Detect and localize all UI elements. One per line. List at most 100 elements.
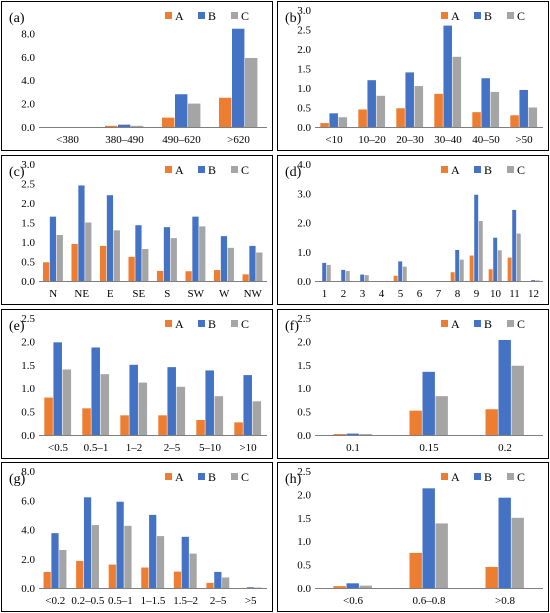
bar-a xyxy=(99,245,107,281)
y-tick-label: 0.0 xyxy=(21,276,35,288)
bar-b xyxy=(422,488,435,588)
bar-a xyxy=(485,566,498,588)
x-tick-label: 0.6–0.8 xyxy=(413,595,447,607)
x-tick-label: 1 xyxy=(322,288,328,300)
bar-c xyxy=(535,280,540,281)
bar-b xyxy=(167,367,176,435)
bar-b xyxy=(78,185,85,281)
bar-c xyxy=(511,517,524,588)
legend-label-b: B xyxy=(484,9,492,23)
bar-b xyxy=(249,245,256,281)
bar-a xyxy=(393,275,398,281)
bar-b xyxy=(246,587,255,588)
y-tick-label: 1.5 xyxy=(21,218,35,230)
legend-label-a: A xyxy=(175,9,184,23)
x-tick-label: 0.2 xyxy=(498,442,512,454)
legend-label-b: B xyxy=(208,9,216,23)
y-tick-label: 1.5 xyxy=(297,360,311,372)
bar-b xyxy=(129,364,138,435)
bar-b xyxy=(498,340,511,435)
y-tick-label: 2.0 xyxy=(21,99,35,111)
bar-b xyxy=(181,536,189,588)
bar-c xyxy=(376,95,386,127)
bar-a xyxy=(219,97,232,127)
bar-c xyxy=(435,396,448,435)
chart-panel-5: 0.0 0.5 1.0 1.5 2.0 2.5 <0.5 0.5–1 1–2 2–5 5–10 >10… xyxy=(1,309,273,459)
bar-b xyxy=(443,25,452,128)
chart-panel-3: 0.0 0.5 1.0 1.5 2.0 2.5 3.0 N NE E SE S SW W NW (c) A B C xyxy=(1,155,273,305)
legend: A B C xyxy=(441,470,525,484)
legend-label-b: B xyxy=(208,317,216,331)
x-tick-label: 0.5–1 xyxy=(108,595,133,607)
x-tick-label: 1–2 xyxy=(126,442,143,454)
legend-swatch-a xyxy=(165,166,172,173)
x-tick-label: N xyxy=(49,288,57,300)
legend-label-b: B xyxy=(484,317,492,331)
panel-label: (h) xyxy=(285,472,302,487)
bar-b xyxy=(398,261,403,281)
bar-b xyxy=(346,433,359,435)
x-tick-label: 20–30 xyxy=(396,134,424,146)
x-tick-label: <380 xyxy=(56,134,79,146)
bar-c xyxy=(490,91,500,127)
x-tick-label: 0.1 xyxy=(346,442,360,454)
bar-b xyxy=(116,501,124,588)
legend-label-b: B xyxy=(208,163,216,177)
x-tick-label: SW xyxy=(188,288,205,300)
x-tick-label: 2 xyxy=(341,288,347,300)
panel-frame xyxy=(1,1,273,151)
bar-c xyxy=(138,382,148,435)
bar-a xyxy=(185,271,192,281)
bar-c xyxy=(156,536,165,588)
bar-c xyxy=(131,125,144,127)
bar-a xyxy=(450,272,455,281)
bar-c xyxy=(338,117,348,127)
legend-label-c: C xyxy=(241,163,249,177)
y-tick-label: 0.0 xyxy=(21,583,35,595)
bar-c xyxy=(497,250,502,281)
legend-swatch-a xyxy=(441,473,448,480)
legend-label-a: A xyxy=(175,163,184,177)
bar-a xyxy=(333,434,346,435)
bar-c xyxy=(256,252,263,281)
legend-label-c: C xyxy=(517,470,525,484)
bar-c xyxy=(459,259,464,281)
bar-b xyxy=(192,216,199,281)
bar-b xyxy=(83,497,92,588)
legend-label-c: C xyxy=(517,163,525,177)
bar-c xyxy=(56,234,63,281)
bar-c xyxy=(359,585,372,588)
y-tick-label: 0.5 xyxy=(21,407,35,419)
legend: A B C xyxy=(165,470,249,484)
y-tick-label: 0.0 xyxy=(297,276,311,288)
bar-b xyxy=(422,371,435,435)
bar-b xyxy=(329,113,338,127)
bar-c xyxy=(452,56,462,127)
chart-panel-4: 0.01.02.03.04.01 2 3 4 5 6 7 8 9 10 11 12(d) A B C xyxy=(277,155,549,305)
x-tick-label: 9 xyxy=(474,288,480,300)
bar-c xyxy=(189,553,197,588)
bar-a xyxy=(141,567,149,588)
bar-a xyxy=(242,274,249,281)
panel-label: (c) xyxy=(9,165,25,180)
y-tick-label: 1.0 xyxy=(21,383,35,395)
y-tick-label: 0.0 xyxy=(297,122,311,134)
panel-label: (d) xyxy=(285,165,302,180)
y-tick-label: 0.5 xyxy=(21,257,35,269)
y-tick-label: 2.0 xyxy=(21,198,35,210)
y-tick-label: 0.0 xyxy=(21,122,35,134)
y-tick-label: 1.0 xyxy=(297,383,311,395)
legend: A B C xyxy=(165,163,249,177)
legend: A B C xyxy=(441,9,525,23)
bar-b xyxy=(455,250,460,281)
legend-swatch-a xyxy=(165,12,172,19)
legend-swatch-c xyxy=(507,473,514,480)
y-tick-label: 0.0 xyxy=(297,430,311,442)
bar-b xyxy=(135,225,142,281)
bar-b xyxy=(341,269,346,281)
x-tick-label: 2–5 xyxy=(210,595,227,607)
x-tick-label: 10 xyxy=(490,288,502,300)
legend-swatch-b xyxy=(198,473,205,480)
bar-b xyxy=(474,194,479,281)
bar-a xyxy=(469,255,474,281)
